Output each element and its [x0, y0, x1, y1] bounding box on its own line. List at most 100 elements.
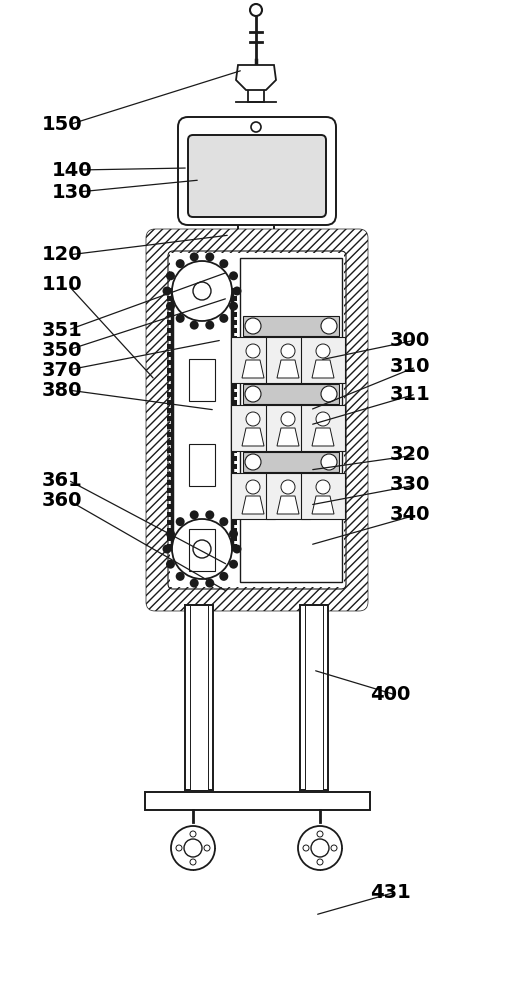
- Bar: [167, 296, 172, 301]
- Circle shape: [246, 480, 260, 494]
- Circle shape: [316, 480, 330, 494]
- Bar: [238, 210, 274, 235]
- Circle shape: [232, 286, 242, 296]
- Bar: [189, 444, 215, 486]
- Circle shape: [205, 510, 214, 519]
- Circle shape: [220, 572, 228, 581]
- Circle shape: [250, 4, 262, 16]
- Bar: [232, 320, 237, 325]
- Bar: [232, 472, 237, 477]
- Circle shape: [220, 517, 228, 526]
- Polygon shape: [277, 428, 299, 446]
- Bar: [232, 424, 237, 429]
- Bar: [167, 392, 172, 397]
- Circle shape: [163, 544, 171, 554]
- Circle shape: [171, 826, 215, 870]
- Circle shape: [166, 302, 175, 311]
- Polygon shape: [242, 428, 264, 446]
- Circle shape: [166, 529, 175, 538]
- Circle shape: [172, 261, 232, 321]
- Bar: [167, 408, 172, 413]
- Bar: [190, 605, 208, 790]
- Bar: [145, 792, 370, 810]
- Bar: [301, 405, 345, 451]
- Circle shape: [190, 831, 196, 837]
- Text: 370: 370: [42, 360, 83, 379]
- Bar: [232, 488, 237, 493]
- Bar: [232, 456, 237, 461]
- Polygon shape: [242, 496, 264, 514]
- Circle shape: [298, 826, 342, 870]
- Polygon shape: [312, 360, 334, 378]
- Bar: [167, 440, 172, 445]
- Bar: [167, 496, 172, 501]
- FancyBboxPatch shape: [152, 235, 362, 605]
- Circle shape: [166, 560, 175, 569]
- Bar: [243, 316, 339, 336]
- Circle shape: [184, 839, 202, 857]
- Text: 120: 120: [42, 245, 83, 264]
- Bar: [232, 496, 237, 501]
- Bar: [232, 464, 237, 469]
- Polygon shape: [236, 65, 276, 90]
- Bar: [167, 456, 172, 461]
- Bar: [266, 405, 310, 451]
- Bar: [167, 480, 172, 485]
- Bar: [189, 359, 215, 401]
- Circle shape: [321, 386, 337, 402]
- Bar: [232, 312, 237, 317]
- Bar: [231, 337, 275, 383]
- Text: 330: 330: [390, 476, 430, 494]
- Circle shape: [229, 302, 238, 311]
- Bar: [248, 89, 264, 102]
- Bar: [167, 368, 172, 373]
- Bar: [243, 384, 339, 404]
- Bar: [167, 352, 172, 357]
- Bar: [167, 288, 172, 293]
- Circle shape: [193, 282, 211, 300]
- Polygon shape: [242, 360, 264, 378]
- Circle shape: [190, 859, 196, 865]
- Circle shape: [220, 259, 228, 268]
- Bar: [185, 605, 213, 790]
- Circle shape: [172, 519, 232, 579]
- Circle shape: [281, 344, 295, 358]
- Text: 380: 380: [42, 380, 83, 399]
- Circle shape: [316, 412, 330, 426]
- Bar: [167, 488, 172, 493]
- Bar: [167, 384, 172, 389]
- Bar: [167, 432, 172, 437]
- Bar: [232, 544, 237, 549]
- Bar: [232, 512, 237, 517]
- Bar: [232, 288, 237, 293]
- FancyBboxPatch shape: [178, 117, 336, 225]
- Bar: [167, 512, 172, 517]
- Bar: [167, 504, 172, 509]
- Circle shape: [175, 259, 185, 268]
- Polygon shape: [277, 360, 299, 378]
- FancyBboxPatch shape: [188, 135, 326, 217]
- Text: 130: 130: [52, 182, 92, 202]
- Bar: [232, 448, 237, 453]
- Bar: [167, 336, 172, 341]
- Circle shape: [220, 314, 228, 323]
- Circle shape: [190, 579, 199, 588]
- Bar: [232, 360, 237, 365]
- Circle shape: [204, 845, 210, 851]
- Text: 320: 320: [390, 446, 430, 464]
- Bar: [167, 528, 172, 533]
- Circle shape: [321, 454, 337, 470]
- Bar: [232, 304, 237, 309]
- Polygon shape: [312, 428, 334, 446]
- Circle shape: [246, 412, 260, 426]
- Circle shape: [175, 314, 185, 323]
- Bar: [167, 464, 172, 469]
- Circle shape: [229, 560, 238, 569]
- Bar: [232, 416, 237, 421]
- Bar: [231, 405, 275, 451]
- Circle shape: [205, 252, 214, 261]
- Bar: [167, 520, 172, 525]
- Bar: [232, 352, 237, 357]
- Bar: [232, 536, 237, 541]
- Text: 310: 310: [390, 358, 430, 376]
